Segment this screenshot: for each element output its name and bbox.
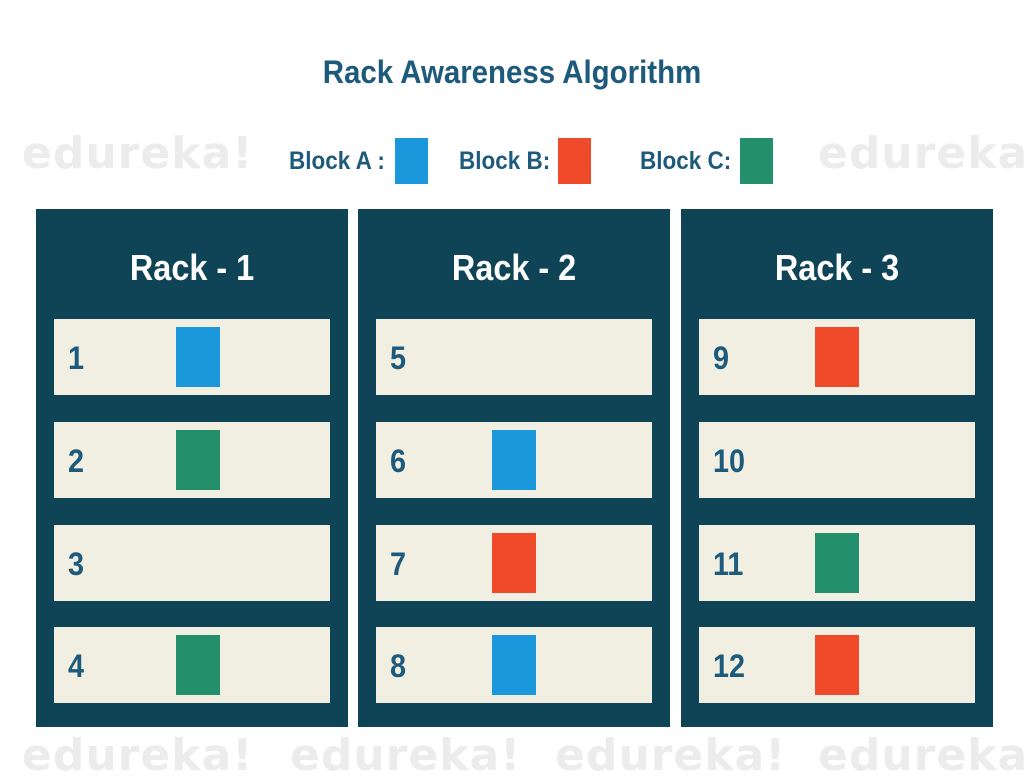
datanode-9: 9: [699, 319, 975, 395]
legend-swatch-block-a: [395, 138, 428, 184]
datanode-number: 5: [390, 319, 408, 395]
legend-label: Block C:: [640, 146, 732, 175]
datanode-number-text: 6: [390, 443, 407, 479]
datanode-7: 7: [376, 525, 652, 601]
block-b-replica: [815, 635, 859, 695]
datanode-number: 11: [713, 525, 747, 601]
block-a-replica: [492, 635, 536, 695]
watermark-logo: edureka!: [290, 730, 522, 781]
datanode-number-text: 8: [390, 648, 407, 684]
datanode-8: 8: [376, 627, 652, 703]
datanode-number: 2: [68, 422, 86, 498]
watermark-logo: edureka: [818, 128, 1024, 179]
datanode-6: 6: [376, 422, 652, 498]
legend-label: Block B:: [459, 146, 551, 175]
block-b-replica: [492, 533, 536, 593]
legend-block-a: Block A :: [289, 138, 434, 184]
datanode-12: 12: [699, 627, 975, 703]
legend-label: Block A :: [289, 146, 385, 175]
datanode-4: 4: [54, 627, 330, 703]
legend-swatch-block-c: [740, 138, 773, 184]
datanode-number: 10: [713, 422, 749, 498]
block-c-replica: [815, 533, 859, 593]
datanode-number: 6: [390, 422, 408, 498]
datanode-number: 1: [68, 319, 86, 395]
watermark-logo: edureka!: [22, 730, 254, 781]
datanode-number-text: 5: [390, 340, 407, 376]
datanode-2: 2: [54, 422, 330, 498]
datanode-1: 1: [54, 319, 330, 395]
datanode-number-text: 4: [68, 648, 85, 684]
datanode-number-text: 3: [68, 546, 85, 582]
datanode-11: 11: [699, 525, 975, 601]
watermark-logo: edureka!: [555, 730, 787, 781]
rack-title: Rack - 2: [358, 247, 670, 289]
block-c-replica: [176, 430, 220, 490]
datanode-number: 12: [713, 627, 749, 703]
block-b-replica: [815, 327, 859, 387]
watermark-logo: edureka!: [818, 730, 1024, 781]
rack-1: Rack - 1 1 2 3 4: [36, 209, 348, 727]
block-c-replica: [176, 635, 220, 695]
rack-title-text: Rack - 3: [774, 247, 900, 288]
block-a-replica: [176, 327, 220, 387]
legend-block-c: Block C:: [640, 138, 780, 184]
rack-title-text: Rack - 1: [129, 247, 255, 288]
rack-title: Rack - 3: [681, 247, 993, 289]
datanode-number-text: 2: [68, 443, 85, 479]
datanode-number-text: 10: [713, 443, 746, 479]
datanode-number: 3: [68, 525, 86, 601]
legend-swatch-block-b: [558, 138, 591, 184]
block-a-replica: [492, 430, 536, 490]
legend-block-b: Block B:: [459, 138, 599, 184]
rack-2: Rack - 2 5 6 7 8: [358, 209, 670, 727]
datanode-3: 3: [54, 525, 330, 601]
datanode-number: 9: [713, 319, 731, 395]
datanode-number: 7: [390, 525, 408, 601]
datanode-number: 8: [390, 627, 408, 703]
datanode-number-text: 9: [713, 340, 730, 376]
datanode-10: 10: [699, 422, 975, 498]
rack-3: Rack - 3 9 10 11 12: [681, 209, 993, 727]
datanode-5: 5: [376, 319, 652, 395]
datanode-number-text: 7: [390, 546, 407, 582]
datanode-number-text: 12: [713, 648, 746, 684]
diagram-title: Rack Awareness Algorithm: [322, 54, 702, 90]
datanode-number-text: 1: [68, 340, 85, 376]
rack-title-text: Rack - 2: [451, 247, 577, 288]
datanode-number: 4: [68, 627, 86, 703]
rack-title: Rack - 1: [36, 247, 348, 289]
datanode-number-text: 11: [713, 546, 744, 582]
watermark-logo: edureka!: [22, 128, 254, 179]
